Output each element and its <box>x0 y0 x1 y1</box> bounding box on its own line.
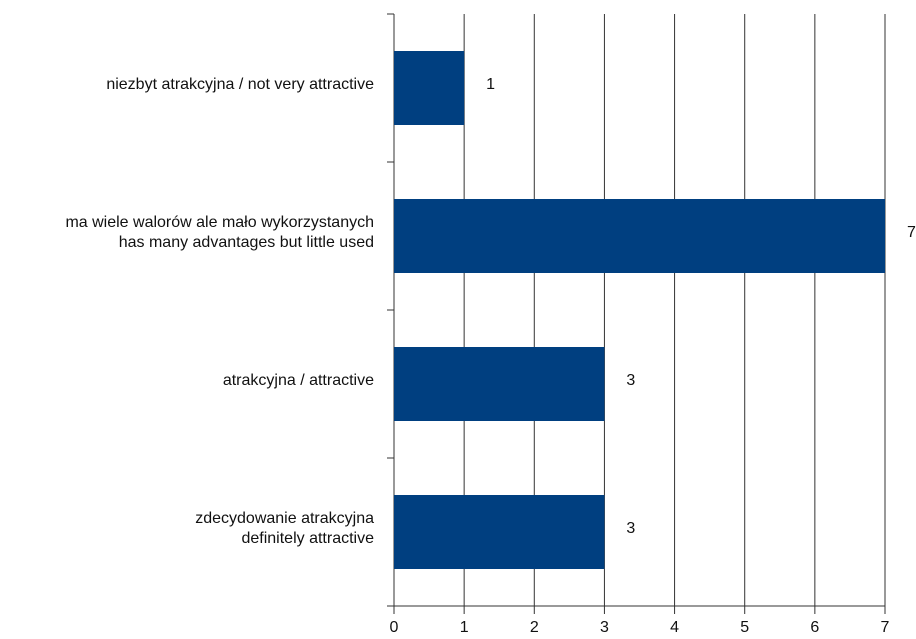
y-tick-label: atrakcyjna / attractive <box>223 372 374 389</box>
y-tick-label: definitely attractive <box>241 530 374 547</box>
y-tick-label: niezbyt atrakcyjna / not very attractive <box>106 76 374 93</box>
x-tick-label: 0 <box>390 619 399 636</box>
bar <box>394 51 465 125</box>
y-tick-label: ma wiele walorów ale mało wykorzystanych <box>65 214 374 231</box>
bar <box>394 199 885 273</box>
x-tick-label: 4 <box>670 619 679 636</box>
x-tick-label: 3 <box>600 619 609 636</box>
x-tick-label: 6 <box>810 619 819 636</box>
y-tick-label: has many advantages but little used <box>119 234 374 251</box>
value-label: 7 <box>907 224 916 241</box>
y-tick-label: zdecydowanie atrakcyjna <box>195 510 374 527</box>
bar <box>394 347 605 421</box>
x-tick-label: 1 <box>460 619 469 636</box>
bar <box>394 495 605 569</box>
value-label: 3 <box>626 520 635 537</box>
x-tick-label: 2 <box>530 619 539 636</box>
value-label: 3 <box>626 372 635 389</box>
value-label: 1 <box>486 76 495 93</box>
x-tick-label: 5 <box>740 619 749 636</box>
x-tick-label: 7 <box>881 619 890 636</box>
